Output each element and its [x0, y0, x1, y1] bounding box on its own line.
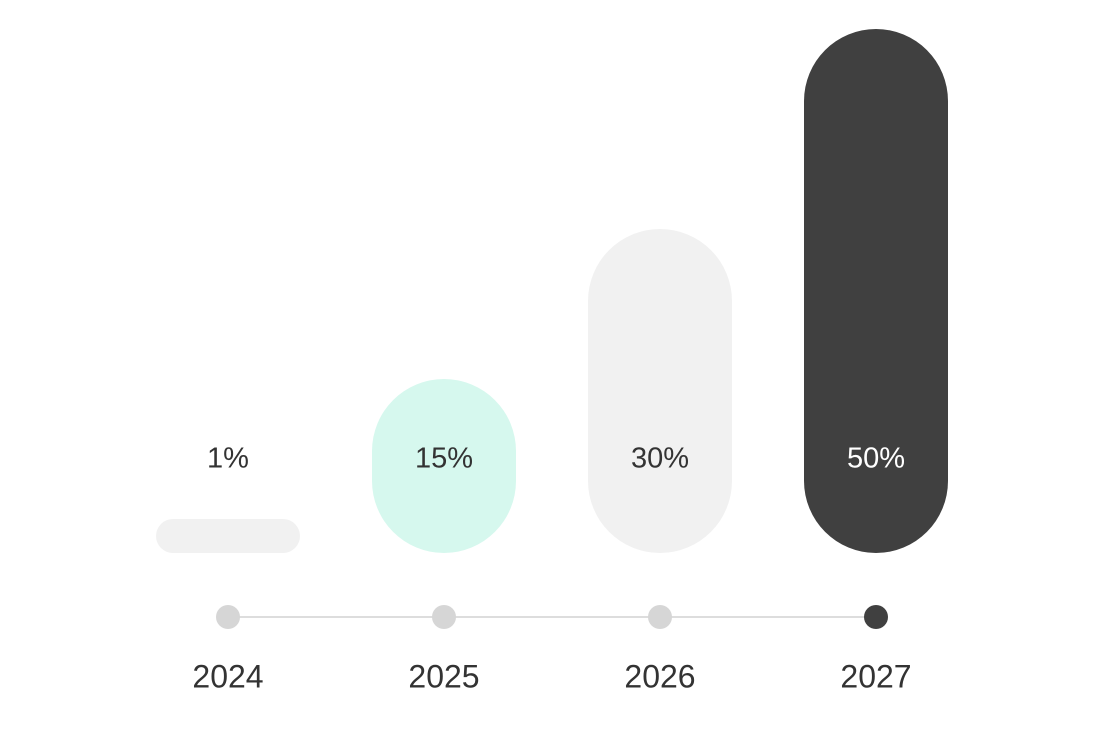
- timeline-dot: [864, 605, 888, 629]
- bar: [372, 379, 516, 553]
- bar: [588, 229, 732, 553]
- value-label: 30%: [631, 443, 689, 475]
- x-tick-label: 2025: [408, 658, 479, 694]
- bar: [156, 519, 300, 553]
- x-tick-label: 2026: [624, 658, 695, 694]
- timeline-dot: [216, 605, 240, 629]
- timeline-dot: [648, 605, 672, 629]
- timeline-dot: [432, 605, 456, 629]
- x-tick-label: 2027: [840, 658, 911, 694]
- x-tick-label: 2024: [192, 658, 263, 694]
- value-label: 15%: [415, 443, 473, 475]
- bar: [804, 29, 948, 553]
- value-label: 1%: [207, 443, 249, 475]
- value-label: 50%: [847, 443, 905, 475]
